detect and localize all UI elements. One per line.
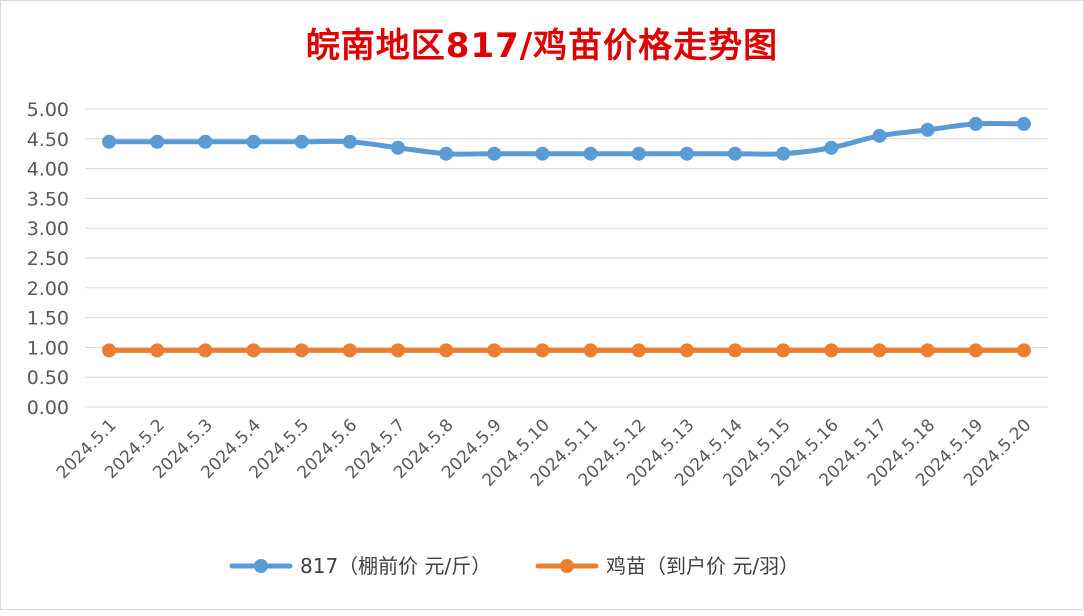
data-point <box>968 343 983 358</box>
data-point <box>487 343 502 358</box>
data-point <box>198 134 213 149</box>
x-axis-ticks: 2024.5.12024.5.22024.5.32024.5.42024.5.5… <box>53 415 1036 490</box>
data-point <box>390 343 405 358</box>
data-point <box>631 343 646 358</box>
y-tick-label: 3.00 <box>27 218 69 240</box>
legend-item: 鸡苗（到户价 元/羽） <box>535 554 799 578</box>
data-point <box>150 343 165 358</box>
data-point <box>390 140 405 155</box>
y-tick-label: 3.50 <box>27 188 69 210</box>
series-1 <box>102 343 1031 358</box>
data-point <box>583 146 598 161</box>
data-point <box>679 146 694 161</box>
data-point <box>968 116 983 131</box>
data-point <box>1016 116 1031 131</box>
data-point <box>679 343 694 358</box>
data-point <box>631 146 646 161</box>
data-point <box>824 343 839 358</box>
y-tick-label: 1.50 <box>27 308 69 330</box>
y-axis-ticks: 0.00 0.50 1.00 1.50 2.00 2.50 3.00 3.50 4.00 4.50… <box>27 99 69 419</box>
y-tick-label: 0.50 <box>27 367 69 389</box>
data-point <box>294 343 309 358</box>
data-point <box>102 134 117 149</box>
chart-title: 皖南地区817/鸡苗价格走势图 <box>305 26 779 66</box>
legend: 817（棚前价 元/斤） 鸡苗（到户价 元/羽） <box>229 554 799 578</box>
data-point <box>824 140 839 155</box>
y-tick-label: 5.00 <box>27 99 69 121</box>
data-point <box>728 146 743 161</box>
data-point <box>198 343 213 358</box>
legend-label: 鸡苗（到户价 元/羽） <box>606 554 799 578</box>
data-point <box>776 343 791 358</box>
data-point <box>439 343 454 358</box>
data-point <box>246 134 261 149</box>
legend-item: 817（棚前价 元/斤） <box>229 554 491 578</box>
y-tick-label: 4.00 <box>27 159 69 181</box>
data-point <box>342 134 357 149</box>
data-point <box>872 128 887 143</box>
series-0 <box>102 116 1031 161</box>
data-point <box>776 146 791 161</box>
data-point <box>342 343 357 358</box>
data-point <box>728 343 743 358</box>
data-point <box>583 343 598 358</box>
data-point <box>439 146 454 161</box>
y-tick-label: 2.50 <box>27 248 69 270</box>
data-point <box>246 343 261 358</box>
data-point <box>535 343 550 358</box>
gridlines <box>85 108 1048 408</box>
data-point <box>872 343 887 358</box>
data-point <box>487 146 502 161</box>
data-point <box>535 146 550 161</box>
legend-marker <box>254 559 268 573</box>
data-point <box>1016 343 1031 358</box>
data-point <box>294 134 309 149</box>
data-point <box>150 134 165 149</box>
legend-label: 817（棚前价 元/斤） <box>300 554 491 578</box>
y-tick-label: 4.50 <box>27 129 69 151</box>
y-tick-label: 2.00 <box>27 278 69 300</box>
y-tick-label: 1.00 <box>27 337 69 359</box>
series-group <box>102 116 1031 358</box>
data-point <box>102 343 117 358</box>
legend-marker <box>560 559 574 573</box>
data-point <box>920 343 935 358</box>
data-point <box>920 122 935 137</box>
y-tick-label: 0.00 <box>27 397 69 419</box>
